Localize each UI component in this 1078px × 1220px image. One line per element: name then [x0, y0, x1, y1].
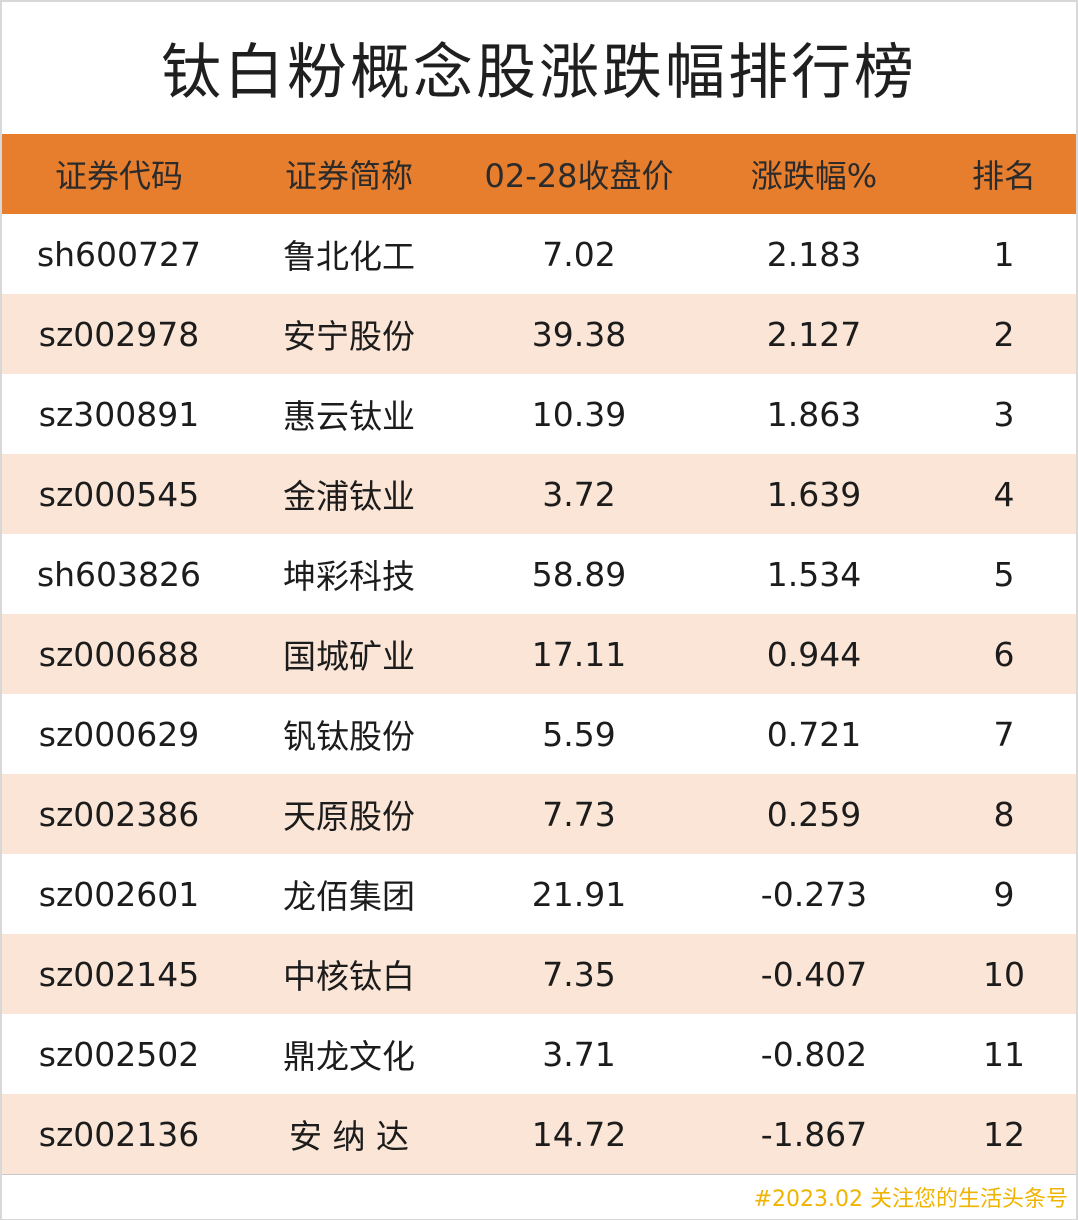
close-price: 3.71 [542, 1034, 616, 1074]
stock-name: 安宁股份 [283, 317, 415, 356]
watermark: #2023.02 关注您的生活头条号 [753, 1187, 1068, 1212]
stock-name: 安 纳 达 [289, 1117, 409, 1156]
close-price: 7.02 [542, 234, 616, 274]
change-pct: 2.183 [766, 234, 862, 274]
stock-code: sz000688 [38, 634, 200, 674]
rank: 8 [993, 794, 1015, 834]
stock-code: sh603826 [36, 554, 202, 594]
header-name: 证券简称 [284, 157, 413, 195]
change-pct: 0.259 [766, 794, 862, 834]
rank: 9 [993, 874, 1015, 914]
stock-name: 钒钛股份 [283, 717, 415, 756]
close-price: 58.89 [531, 554, 627, 594]
stock-code: sz002978 [38, 314, 200, 354]
header-change-pct: 涨跌幅% [750, 157, 878, 195]
rank: 2 [993, 314, 1015, 354]
table-row: sz002136 安 纳 达 14.72 -1.867 12 [2, 1094, 1076, 1174]
table-row: sz000545 金浦钛业 3.72 1.639 4 [2, 454, 1076, 534]
stock-code: sz300891 [38, 394, 200, 434]
table-row: sz002601 龙佰集团 21.91 -0.273 9 [2, 854, 1076, 934]
stock-name: 金浦钛业 [283, 477, 415, 516]
change-pct: -1.867 [760, 1114, 868, 1154]
table-header: 证券代码 证券简称 02-28收盘价 涨跌幅% 排名 [2, 134, 1076, 214]
stock-name: 天原股份 [283, 797, 415, 836]
stock-name: 惠云钛业 [283, 397, 415, 436]
table-row: sh600727 鲁北化工 7.02 2.183 1 [2, 214, 1076, 294]
rank: 6 [993, 634, 1015, 674]
stock-code: sz002386 [38, 794, 200, 834]
rank: 10 [983, 954, 1025, 994]
rank: 3 [993, 394, 1015, 434]
rank: 11 [983, 1034, 1025, 1074]
close-price: 3.72 [542, 474, 616, 514]
change-pct: 1.639 [766, 474, 862, 514]
change-pct: 0.721 [766, 714, 862, 754]
table-row: sh603826 坤彩科技 58.89 1.534 5 [2, 534, 1076, 614]
footer: #2023.02 关注您的生活头条号 [2, 1174, 1076, 1219]
rank: 1 [993, 234, 1015, 274]
rank: 5 [993, 554, 1015, 594]
close-price: 14.72 [531, 1114, 627, 1154]
stock-name: 龙佰集团 [283, 877, 415, 916]
stock-code: sz002136 [38, 1114, 200, 1154]
stock-name: 中核钛白 [283, 957, 415, 996]
rank: 7 [993, 714, 1015, 754]
stock-code: sh600727 [36, 234, 202, 274]
rank: 4 [993, 474, 1015, 514]
close-price: 21.91 [531, 874, 627, 914]
stock-code: sz002601 [38, 874, 200, 914]
header-code: 证券代码 [54, 157, 183, 195]
stock-name: 国城矿业 [283, 637, 415, 676]
stock-name: 鲁北化工 [283, 237, 415, 276]
change-pct: -0.273 [760, 874, 868, 914]
table-row: sz300891 惠云钛业 10.39 1.863 3 [2, 374, 1076, 454]
table-row: sz000688 国城矿业 17.11 0.944 6 [2, 614, 1076, 694]
stock-code: sz002145 [38, 954, 200, 994]
close-price: 39.38 [531, 314, 627, 354]
stock-code: sz000629 [38, 714, 200, 754]
rank: 12 [983, 1114, 1025, 1154]
table-row: sz002978 安宁股份 39.38 2.127 2 [2, 294, 1076, 374]
header-close-price: 02-28收盘价 [484, 157, 674, 195]
change-pct: 1.534 [766, 554, 862, 594]
table-row: sz002386 天原股份 7.73 0.259 8 [2, 774, 1076, 854]
close-price: 17.11 [531, 634, 627, 674]
table-body: sh600727 鲁北化工 7.02 2.183 1 sz002978 安宁股份… [2, 214, 1076, 1174]
table-row: sz002145 中核钛白 7.35 -0.407 10 [2, 934, 1076, 1014]
close-price: 5.59 [542, 714, 616, 754]
stock-name: 坤彩科技 [283, 557, 415, 596]
change-pct: -0.802 [760, 1034, 868, 1074]
close-price: 10.39 [531, 394, 627, 434]
stock-code: sz002502 [38, 1034, 200, 1074]
table-row: sz000629 钒钛股份 5.59 0.721 7 [2, 694, 1076, 774]
table-row: sz002502 鼎龙文化 3.71 -0.802 11 [2, 1014, 1076, 1094]
stock-name: 鼎龙文化 [283, 1037, 415, 1076]
change-pct: 0.944 [766, 634, 862, 674]
change-pct: 2.127 [766, 314, 862, 354]
close-price: 7.35 [542, 954, 616, 994]
change-pct: -0.407 [760, 954, 868, 994]
close-price: 7.73 [542, 794, 616, 834]
stock-code: sz000545 [38, 474, 200, 514]
page-title: 钛白粉概念股涨跌幅排行榜 [161, 37, 917, 108]
change-pct: 1.863 [766, 394, 862, 434]
header-rank: 排名 [971, 157, 1036, 195]
